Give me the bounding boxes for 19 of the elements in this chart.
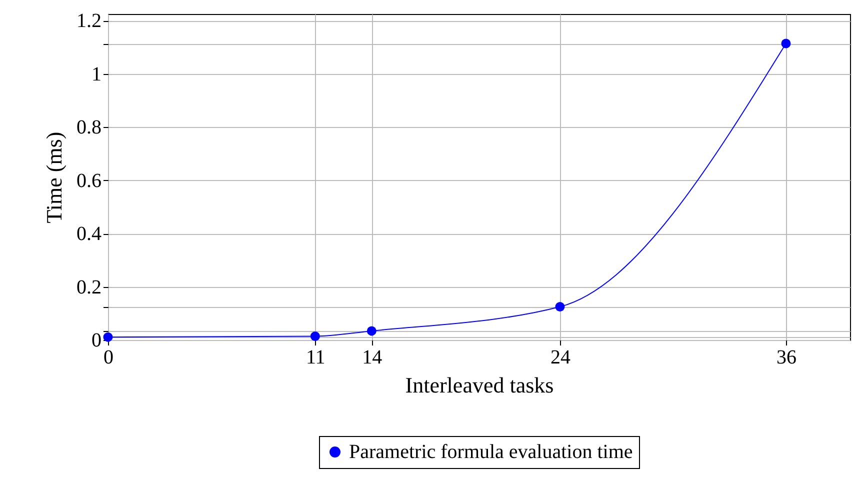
x-tick-label: 36	[776, 346, 796, 368]
y-tick-label: 0.2	[76, 276, 102, 298]
y-tick-label: 1	[92, 63, 102, 86]
x-axis-title: Interleaved tasks	[405, 372, 554, 398]
point	[103, 332, 113, 342]
y-tick-label: 0	[92, 330, 102, 352]
point	[310, 332, 320, 342]
point	[555, 302, 565, 312]
x-tick-label: 24	[550, 346, 570, 368]
y-tick-label: 0.6	[76, 170, 102, 192]
y-tick-label: 1.2	[76, 10, 102, 32]
y-axis-title: Time (ms)	[42, 132, 66, 224]
legend-label: Parametric formula evaluation time	[349, 441, 633, 463]
y-tick-label: 0.8	[76, 116, 102, 139]
point	[781, 38, 791, 48]
x-tick-label: 11	[306, 346, 326, 368]
x-tick-label: 14	[362, 346, 382, 368]
y-tick-label: 0.4	[76, 223, 102, 246]
point	[366, 326, 376, 336]
